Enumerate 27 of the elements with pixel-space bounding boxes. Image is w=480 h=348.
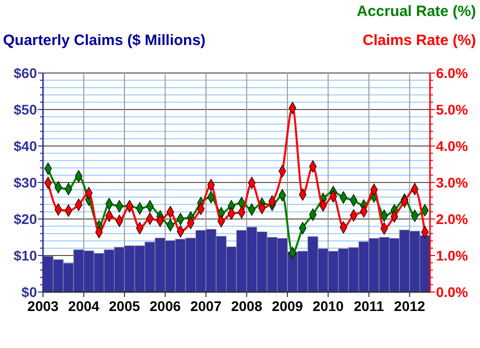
y-tick-label: $60 xyxy=(14,64,38,81)
x-tick-label: 2008 xyxy=(231,298,262,314)
y-tick-label: $20 xyxy=(14,210,38,227)
x-tick-label: 2004 xyxy=(68,298,100,314)
y2-tick-label: 5.0% xyxy=(436,101,468,118)
y2-tick-label: 4.0% xyxy=(436,138,468,154)
y2-tick-label: 3.0% xyxy=(436,174,468,190)
text: Accrual Rate (%) xyxy=(356,3,476,20)
y-tick-label: $0 xyxy=(21,284,38,300)
y-axis-title: Quarterly Claims ($ Millions) xyxy=(3,32,206,49)
x-tick-label: 2012 xyxy=(394,298,426,314)
y2-tick-label: 2.0% xyxy=(436,210,468,227)
x-tick-label: 2005 xyxy=(108,298,140,314)
x-tick-label: 2006 xyxy=(150,298,181,314)
x-tick-label: 2007 xyxy=(190,298,222,314)
y2-tick-label: 6.0% xyxy=(436,64,468,81)
y2-tick-label: 1.0% xyxy=(436,247,468,264)
y2-tick-label: 0.0% xyxy=(436,284,468,300)
x-tick-label: 2009 xyxy=(272,298,304,314)
x-tick-label: 2010 xyxy=(312,298,344,314)
x-tick-label: 2003 xyxy=(27,298,59,314)
x-tick-label: 2011 xyxy=(354,298,384,314)
y-tick-label: $40 xyxy=(14,138,38,154)
y-tick-label: $50 xyxy=(14,101,38,118)
text: Claims Rate (%) xyxy=(362,32,476,49)
y-tick-label: $10 xyxy=(14,247,38,264)
y-tick-label: $30 xyxy=(14,174,38,190)
